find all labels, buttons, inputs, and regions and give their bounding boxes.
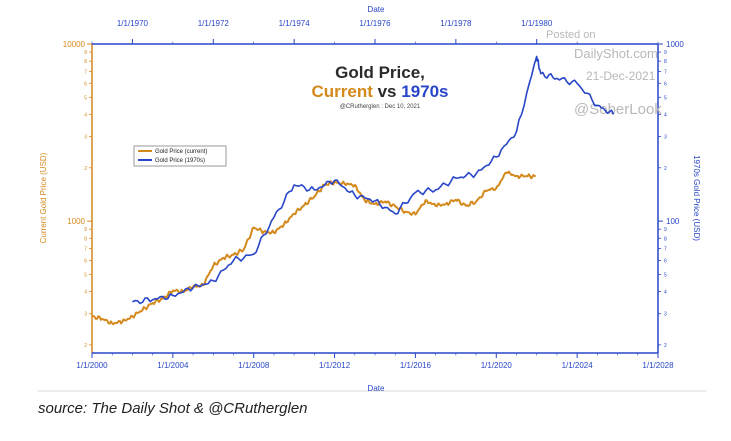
title-vs: vs — [373, 82, 401, 101]
right-minor-tick-label: 4 — [664, 112, 667, 118]
right-minor-tick-label: 2 — [664, 343, 667, 349]
right-minor-tick-label: 8 — [664, 59, 667, 65]
right-minor-tick-label: 7 — [664, 247, 667, 253]
left-axis-title: Current Gold Price (USD) — [39, 152, 48, 243]
bottom-tick-label: 1/1/2028 — [642, 361, 674, 370]
left-minor-tick-label: 6 — [84, 258, 87, 264]
top-tick-label: 1/1/1978 — [440, 19, 472, 28]
legend-box — [133, 145, 227, 167]
left-minor-tick-label: 5 — [84, 95, 87, 101]
bottom-tick-label: 1/1/2024 — [562, 361, 594, 370]
top-tick-label: 1/1/1976 — [359, 19, 391, 28]
watermark-line-4: @SoberLook — [574, 101, 662, 118]
series-line-current — [91, 170, 537, 326]
top-tick-label: 1/1/1970 — [117, 19, 149, 28]
top-tick-label: 1/1/1974 — [279, 19, 311, 28]
bottom-tick-label: 1/1/2016 — [400, 361, 432, 370]
right-minor-tick-label: 9 — [664, 50, 667, 56]
chart-title-line-2: Current vs 1970s — [311, 82, 448, 101]
right-tick-label: 1000 — [666, 40, 684, 49]
left-minor-tick-label: 7 — [84, 247, 87, 253]
left-tick-label: 1000 — [67, 217, 85, 226]
legend-label-current: Gold Price (current) — [155, 149, 207, 155]
plot-frame — [91, 43, 659, 354]
right-axis-title: 1970s Gold Price (USD) — [692, 155, 701, 241]
left-minor-tick-label: 4 — [84, 290, 87, 296]
top-tick-label: 1/1/1980 — [521, 19, 553, 28]
right-minor-tick-label: 5 — [664, 272, 667, 278]
right-minor-tick-label: 4 — [664, 290, 667, 296]
title-current: Current — [311, 82, 373, 101]
left-minor-tick-label: 2 — [84, 166, 87, 172]
left-minor-tick-label: 4 — [84, 112, 87, 118]
right-minor-tick-label: 7 — [664, 69, 667, 75]
top-axis-ticks: 1/1/1970 1/1/1972 1/1/1974 1/1/1976 1/1/1978… — [91, 19, 659, 44]
right-minor-tick-label: 3 — [664, 312, 667, 318]
top-axis-title: Date — [368, 5, 385, 14]
right-minor-tick-label: 3 — [664, 135, 667, 141]
left-minor-tick-label: 8 — [84, 236, 87, 242]
left-minor-tick-label: 5 — [84, 272, 87, 278]
left-minor-tick-label: 9 — [84, 227, 87, 233]
watermark-line-3: 21-Dec-2021 — [586, 69, 656, 83]
left-minor-tick-label: 3 — [84, 135, 87, 141]
right-minor-tick-label: 6 — [664, 81, 667, 87]
right-tick-label: 100 — [666, 217, 680, 226]
left-minor-tick-label: 6 — [84, 81, 87, 87]
legend: Gold Price (current) Gold Price (1970s) — [133, 145, 227, 167]
bottom-tick-label: 1/1/2000 — [76, 361, 108, 370]
watermark: Posted on DailyShot.com 21-Dec-2021 @Sob… — [546, 29, 662, 118]
right-minor-tick-label: 5 — [664, 95, 667, 101]
bottom-tick-label: 1/1/2008 — [238, 361, 270, 370]
right-minor-tick-label: 9 — [664, 227, 667, 233]
legend-label-1970s: Gold Price (1970s) — [155, 158, 205, 164]
left-tick-label: 10000 — [63, 40, 86, 49]
bottom-axis-title: Date — [368, 384, 385, 393]
chart-subtitle: @CRutherglen : Dec 10, 2021 — [340, 104, 421, 110]
bottom-axis-ticks: 1/1/2000 1/1/2004 1/1/2008 1/1/2012 1/1/2016… — [76, 353, 674, 370]
watermark-line-2: DailyShot.com — [574, 46, 658, 61]
bottom-tick-label: 1/1/2004 — [157, 361, 189, 370]
watermark-line-1: Posted on — [546, 29, 596, 41]
left-minor-tick-label: 9 — [84, 50, 87, 56]
left-minor-tick-label: 3 — [84, 312, 87, 318]
series-line-1970s — [132, 55, 615, 305]
title-1970s: 1970s — [401, 82, 448, 101]
right-minor-tick-label: 6 — [664, 258, 667, 264]
right-minor-tick-label: 8 — [664, 236, 667, 242]
left-minor-tick-label: 8 — [84, 59, 87, 65]
chart-title-line-1: Gold Price, — [335, 63, 425, 82]
top-tick-label: 1/1/1972 — [198, 19, 230, 28]
source-caption: source: The Daily Shot & @CRutherglen — [38, 400, 308, 417]
right-minor-tick-label: 2 — [664, 166, 667, 172]
left-minor-tick-label: 7 — [84, 69, 87, 75]
bottom-tick-label: 1/1/2012 — [319, 361, 351, 370]
bottom-tick-label: 1/1/2020 — [481, 361, 513, 370]
left-minor-tick-label: 2 — [84, 343, 87, 349]
